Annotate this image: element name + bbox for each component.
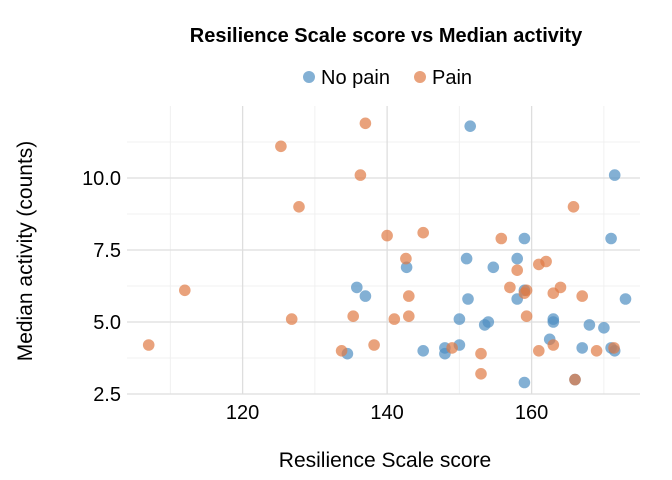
data-point-pain <box>520 284 533 297</box>
data-point-no-pain <box>619 293 632 305</box>
major-gridlines <box>127 106 640 395</box>
legend-marker-pain <box>414 71 426 83</box>
data-point-pain <box>590 345 603 357</box>
chart-title: Resilience Scale score vs Median activit… <box>190 25 583 47</box>
x-tick-label: 160 <box>515 402 548 424</box>
x-axis-title: Resilience Scale score <box>279 449 491 472</box>
legend-label-pain: Pain <box>432 67 472 89</box>
data-point-no-pain <box>462 293 474 305</box>
data-point-pain <box>347 310 360 323</box>
x-tick-label: 140 <box>370 402 403 424</box>
y-tick-label: 10.0 <box>82 168 121 190</box>
series-no-pain <box>341 120 632 389</box>
data-point-pain <box>293 201 305 213</box>
data-point-pain <box>400 252 412 265</box>
data-point-pain <box>511 264 523 277</box>
data-point-pain <box>446 342 458 354</box>
data-point-no-pain <box>400 261 413 274</box>
data-point-pain <box>495 232 508 245</box>
y-tick-label: 2.5 <box>93 384 121 406</box>
data-point-pain <box>540 255 552 268</box>
data-point-pain <box>179 284 191 297</box>
data-point-pain <box>475 347 487 360</box>
data-point-pain <box>547 287 560 300</box>
y-axis-title: Median activity (counts) <box>14 141 37 362</box>
data-point-pain <box>417 226 430 239</box>
y-axis-ticks: 2.5 5.0 7.5 10.0 <box>82 168 121 406</box>
data-point-pain <box>569 373 581 386</box>
data-point-no-pain <box>605 232 617 245</box>
data-point-pain <box>142 339 155 351</box>
data-point-pain <box>388 313 401 325</box>
y-tick-label: 5.0 <box>93 312 121 334</box>
data-point-pain <box>567 201 580 213</box>
data-point-pain <box>608 342 620 354</box>
data-point-no-pain <box>487 261 500 274</box>
plot-panel <box>127 106 640 395</box>
data-point-pain <box>475 368 487 380</box>
x-axis-ticks: 120 140 160 <box>226 402 548 424</box>
minor-gridlines <box>127 106 640 394</box>
legend: No pain Pain <box>303 67 472 89</box>
data-point-pain <box>335 345 348 357</box>
legend-marker-no-pain <box>303 71 315 83</box>
data-point-no-pain <box>608 169 621 181</box>
data-point-no-pain <box>478 319 491 331</box>
data-point-no-pain <box>464 120 477 132</box>
data-point-no-pain <box>460 252 473 265</box>
legend-label-no-pain: No pain <box>321 67 390 89</box>
data-point-no-pain <box>351 281 363 294</box>
data-point-no-pain <box>453 313 466 325</box>
y-tick-label: 7.5 <box>93 240 121 262</box>
series-pain <box>142 117 620 386</box>
data-point-no-pain <box>518 376 531 389</box>
data-point-pain <box>359 117 372 130</box>
data-point-pain <box>547 339 560 351</box>
data-point-pain <box>381 229 393 242</box>
data-point-pain <box>533 345 545 357</box>
data-point-pain <box>368 339 380 351</box>
data-point-pain <box>520 310 533 323</box>
data-point-no-pain <box>511 252 523 265</box>
data-point-no-pain <box>598 322 610 334</box>
x-tick-label: 120 <box>226 402 259 424</box>
data-point-pain <box>285 313 298 325</box>
data-point-pain <box>354 169 367 181</box>
data-point-pain <box>403 290 415 302</box>
data-point-pain <box>576 290 588 302</box>
data-point-no-pain <box>547 316 560 328</box>
data-point-no-pain <box>583 319 596 331</box>
data-point-pain <box>275 140 287 153</box>
data-point-no-pain <box>576 342 588 354</box>
data-point-pain <box>504 281 516 294</box>
data-point-no-pain <box>359 290 372 302</box>
data-point-pain <box>403 310 415 323</box>
data-point-no-pain <box>417 345 430 357</box>
data-point-no-pain <box>518 232 531 245</box>
